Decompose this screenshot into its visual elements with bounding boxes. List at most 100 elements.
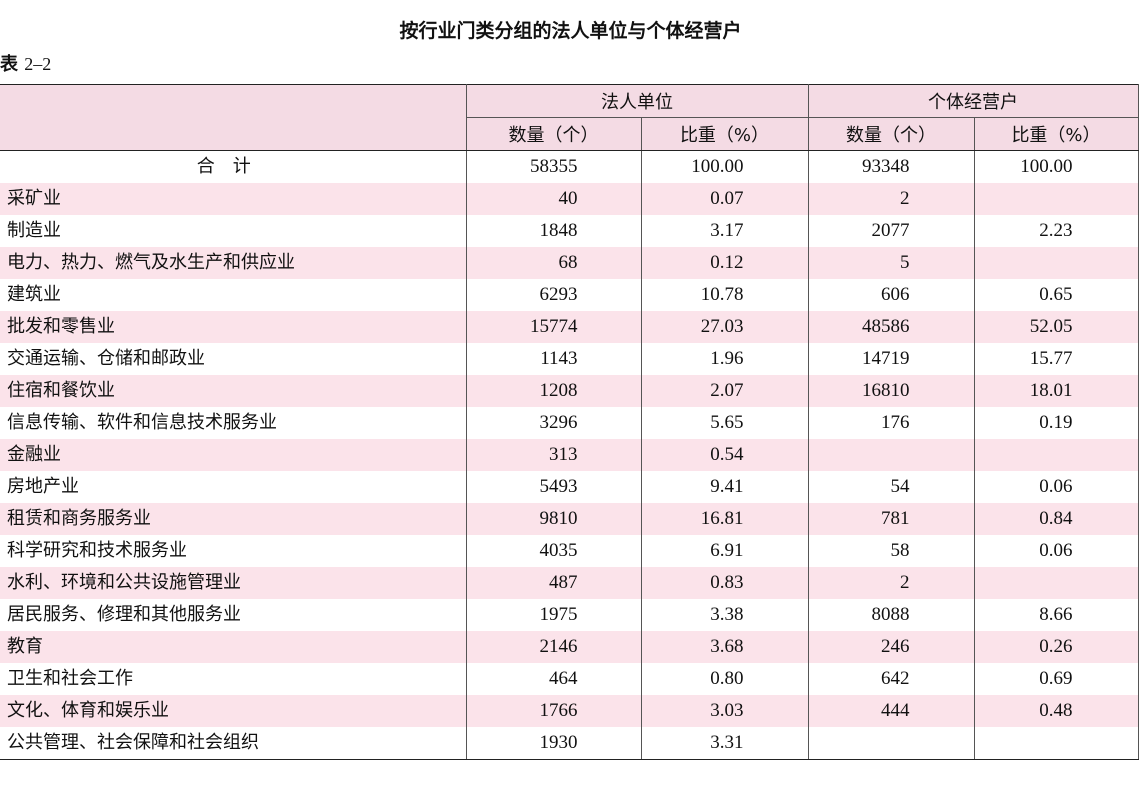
legal-count-cell: 1975 [465, 599, 641, 631]
legal-share-cell: 0.83 [640, 567, 808, 599]
individual-count-cell [807, 727, 974, 760]
header-legal-count: 数量（个） [465, 117, 642, 151]
industry-name-cell: 教育 [0, 631, 466, 663]
industry-name-cell: 居民服务、修理和其他服务业 [7, 604, 241, 625]
individual-count-cell: 58 [807, 535, 974, 567]
industry-name-cell: 文化、体育和娱乐业 [0, 695, 466, 727]
table-row: 教育 2146 3.68 246 0.26 [0, 631, 1139, 663]
total-row: 合计 58355 100.00 93348 100.00 [0, 150, 1139, 183]
table-row: 水利、环境和公共设施管理业 487 0.83 2 [0, 567, 1139, 599]
legal-share-cell: 5.65 [640, 407, 808, 439]
individual-share-cell: 8.66 [973, 599, 1139, 631]
table-row: 住宿和餐饮业 1208 2.07 16810 18.01 [0, 375, 1139, 407]
table-row: 公共管理、社会保障和社会组织 1930 3.31 [0, 727, 1139, 760]
table-label: 表 2–2 [0, 52, 51, 77]
legal-count-cell: 4035 [465, 535, 641, 567]
individual-count-cell: 246 [807, 631, 974, 663]
header-row-columns: 数量（个） 比重（%） 数量（个） 比重（%） [0, 117, 1139, 151]
individual-count-cell: 2 [807, 183, 974, 215]
legal-count-cell: 313 [465, 439, 641, 471]
table-row: 批发和零售业 15774 27.03 48586 52.05 [0, 311, 1139, 343]
individual-share-cell: 0.06 [973, 471, 1139, 503]
legal-count-cell: 5493 [465, 471, 641, 503]
individual-share-cell: 0.48 [973, 695, 1139, 727]
table-header: 法人单位 个体经营户 数量（个） 比重（%） 数量（个） 比重（%） [0, 84, 1139, 151]
header-corner-cell [0, 84, 467, 151]
legal-count-cell: 464 [465, 663, 641, 695]
industry-name-cell: 房地产业 [7, 476, 79, 497]
table-row: 交通运输、仓储和邮政业 1143 1.96 14719 15.77 [0, 343, 1139, 375]
individual-share-cell: 2.23 [973, 215, 1139, 247]
industry-name-cell: 合计 [196, 156, 269, 177]
table-row: 建筑业 6293 10.78 606 0.65 [0, 279, 1139, 311]
individual-share-cell: 15.77 [973, 343, 1139, 375]
individual-share-cell: 0.65 [973, 279, 1139, 311]
individual-count-cell [807, 439, 974, 471]
header-legal-share: 比重（%） [640, 117, 809, 151]
legal-count-cell: 487 [465, 567, 641, 599]
industry-name-cell: 住宿和餐饮业 [0, 375, 466, 407]
individual-share-cell [973, 183, 1139, 215]
legal-share-cell: 3.68 [640, 631, 808, 663]
legal-share-cell: 3.03 [640, 695, 808, 727]
legal-share-cell: 16.81 [640, 503, 808, 535]
table-row: 采矿业 40 0.07 2 [0, 183, 1139, 215]
legal-count-cell: 1208 [465, 375, 641, 407]
legal-count-cell: 58355 [465, 150, 641, 183]
page-title: 按行业门类分组的法人单位与个体经营户 [399, 20, 742, 42]
individual-count-cell: 48586 [807, 311, 974, 343]
legal-share-cell: 3.31 [640, 727, 808, 760]
industry-name-cell: 水利、环境和公共设施管理业 [0, 567, 466, 599]
industry-name-cell: 金融业 [0, 439, 466, 471]
individual-count-cell: 2077 [807, 215, 974, 247]
industry-table: 法人单位 个体经营户 数量（个） 比重（%） 数量（个） 比重（%） 合计 583… [0, 84, 1139, 760]
individual-count-cell: 8088 [807, 599, 974, 631]
legal-share-cell: 2.07 [640, 375, 808, 407]
table-row: 房地产业 5493 9.41 54 0.06 [0, 471, 1139, 503]
legal-share-cell: 10.78 [640, 279, 808, 311]
industry-name-cell: 制造业 [7, 220, 61, 241]
legal-count-cell: 1766 [465, 695, 641, 727]
legal-share-cell: 3.38 [640, 599, 808, 631]
industry-name-cell: 租赁和商务服务业 [0, 503, 466, 535]
legal-count-cell: 1143 [465, 343, 641, 375]
table-row: 文化、体育和娱乐业 1766 3.03 444 0.48 [0, 695, 1139, 727]
industry-name-cell: 建筑业 [7, 284, 61, 305]
industry-name-cell: 电力、热力、燃气及水生产和供应业 [0, 247, 466, 279]
table-row: 电力、热力、燃气及水生产和供应业 68 0.12 5 [0, 247, 1139, 279]
individual-share-cell: 0.26 [973, 631, 1139, 663]
individual-share-cell [973, 727, 1139, 760]
legal-share-cell: 0.54 [640, 439, 808, 471]
legal-count-cell: 15774 [465, 311, 641, 343]
industry-name-cell: 卫生和社会工作 [7, 668, 133, 689]
individual-share-cell: 100.00 [973, 150, 1139, 183]
individual-count-cell: 93348 [807, 150, 974, 183]
industry-name-cell: 信息传输、软件和信息技术服务业 [7, 412, 277, 433]
legal-count-cell: 2146 [465, 631, 641, 663]
legal-share-cell: 1.96 [640, 343, 808, 375]
industry-name-cell: 交通运输、仓储和邮政业 [7, 348, 205, 369]
individual-share-cell: 0.69 [973, 663, 1139, 695]
legal-share-cell: 0.12 [640, 247, 808, 279]
individual-count-cell: 444 [807, 695, 974, 727]
legal-count-cell: 6293 [465, 279, 641, 311]
individual-share-cell: 0.06 [973, 535, 1139, 567]
legal-share-cell: 100.00 [640, 150, 808, 183]
individual-count-cell: 176 [807, 407, 974, 439]
individual-count-cell: 5 [807, 247, 974, 279]
table-row: 居民服务、修理和其他服务业 1975 3.38 8088 8.66 [0, 599, 1139, 631]
legal-count-cell: 40 [465, 183, 641, 215]
header-individual-businesses: 个体经营户 [807, 84, 1139, 118]
individual-share-cell: 18.01 [973, 375, 1139, 407]
legal-count-cell: 68 [465, 247, 641, 279]
individual-count-cell: 2 [807, 567, 974, 599]
individual-share-cell [973, 567, 1139, 599]
individual-count-cell: 781 [807, 503, 974, 535]
legal-count-cell: 1930 [465, 727, 641, 760]
individual-share-cell: 0.19 [973, 407, 1139, 439]
table-body: 合计 58355 100.00 93348 100.00 采矿业 40 0.07 2 制造业 184… [0, 150, 1139, 760]
legal-share-cell: 27.03 [640, 311, 808, 343]
header-individual-share: 比重（%） [973, 117, 1139, 151]
individual-share-cell: 0.84 [973, 503, 1139, 535]
legal-share-cell: 6.91 [640, 535, 808, 567]
